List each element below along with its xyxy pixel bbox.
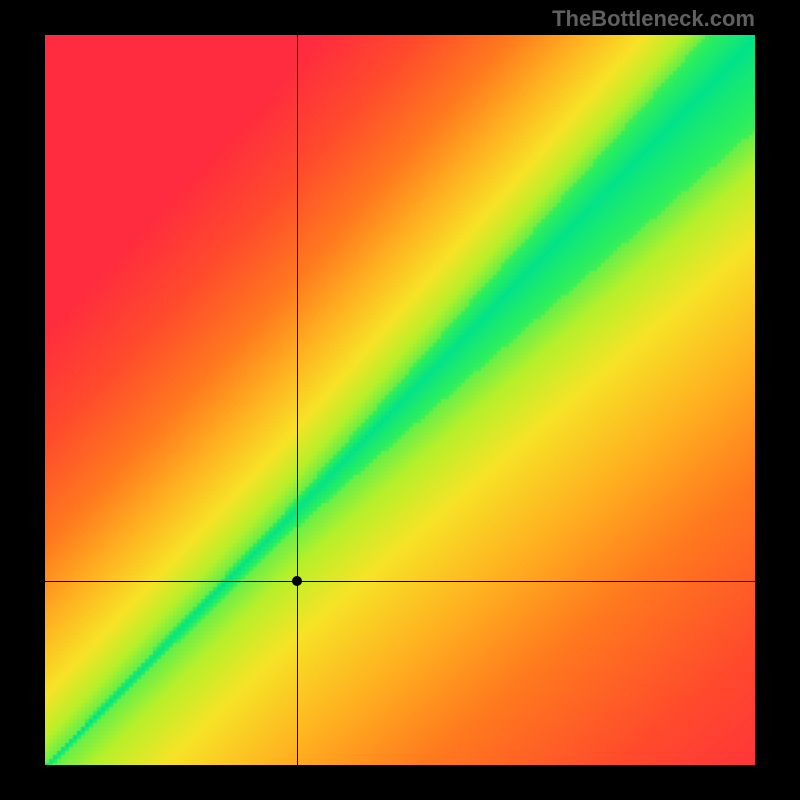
crosshair-vertical bbox=[297, 35, 298, 765]
heatmap-canvas bbox=[45, 35, 755, 765]
watermark-text: TheBottleneck.com bbox=[552, 6, 755, 32]
crosshair-horizontal bbox=[45, 581, 755, 582]
chart-container: { "watermark": "TheBottleneck.com", "wat… bbox=[0, 0, 800, 800]
data-point-marker bbox=[292, 576, 302, 586]
heatmap-plot bbox=[45, 35, 755, 765]
